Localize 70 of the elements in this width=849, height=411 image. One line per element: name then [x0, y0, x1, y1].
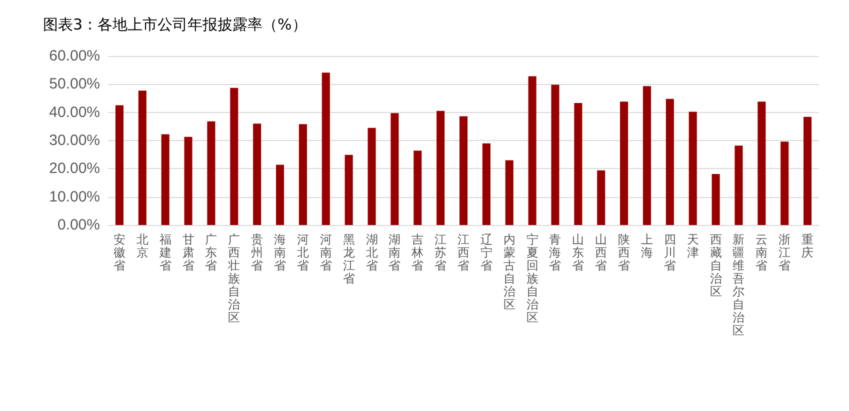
bar: [207, 121, 216, 225]
bar: [115, 105, 124, 225]
x-tick-label: 福建省: [158, 232, 172, 272]
bar: [482, 143, 490, 225]
x-tick-label: 江西省: [458, 232, 470, 272]
bar: [344, 154, 353, 225]
x-tick-label: 广西壮族自治区: [227, 232, 240, 324]
y-tick-label: 10.00%: [49, 188, 100, 206]
x-tick-label: 西藏自治区: [710, 232, 722, 298]
bar: [712, 174, 720, 225]
x-tick-label: 甘肃省: [182, 232, 194, 272]
bar: [276, 164, 284, 225]
y-tick-label: 0.00%: [57, 216, 100, 234]
bar: [528, 76, 536, 225]
x-tick-label: 安徽省: [113, 232, 126, 272]
x-tick-label: 贵州省: [251, 232, 264, 272]
bar: [620, 102, 628, 225]
x-tick-label: 黑龙江省: [342, 232, 355, 286]
bar: [390, 113, 399, 225]
x-tick-label: 海南省: [274, 232, 286, 272]
x-tick-label: 湖南省: [388, 232, 401, 272]
bar: [161, 134, 170, 225]
x-tick-label: 江苏省: [434, 232, 447, 272]
y-tick-label: 40.00%: [49, 104, 100, 121]
bar: [780, 142, 789, 225]
bar: [368, 128, 376, 225]
bar: [574, 103, 582, 225]
chart-title: 图表3：各地上市公司年报披露率（%）: [43, 16, 307, 34]
bar: [459, 116, 468, 225]
x-tick-label: 河南省: [320, 232, 332, 272]
x-tick-label: 天津: [686, 232, 699, 260]
bar: [505, 160, 514, 225]
bar: [322, 72, 330, 225]
bar: [230, 88, 238, 225]
x-tick-label: 青海省: [549, 232, 562, 272]
bar: [666, 98, 674, 225]
y-tick-label: 20.00%: [49, 160, 100, 178]
x-tick-label: 上海: [640, 232, 653, 260]
x-tick-label: 辽宁省: [480, 232, 492, 272]
x-tick-label: 四川省: [664, 232, 676, 272]
x-tick-label: 湖北省: [366, 232, 378, 272]
x-tick-label: 河北省: [296, 232, 309, 272]
bar: [642, 86, 651, 225]
x-tick-label: 重庆: [802, 232, 814, 260]
x-tick-label: 云南省: [756, 232, 768, 272]
y-tick-label: 50.00%: [49, 76, 100, 93]
bar: [551, 84, 560, 225]
x-tick-label: 浙江省: [778, 232, 791, 272]
bar: [253, 124, 262, 225]
bar: [298, 124, 307, 225]
x-tick-label: 新疆维吾尔自治区: [732, 232, 745, 338]
x-tick-label: 吉林省: [410, 232, 424, 272]
bar: [436, 110, 445, 225]
x-tick-label: 内蒙古自治区: [503, 232, 516, 312]
x-tick-label: 北京: [136, 232, 148, 260]
bar: [758, 102, 766, 225]
bar: [734, 146, 743, 225]
bar: [597, 170, 606, 225]
x-tick-label: 宁夏回族自治区: [526, 232, 538, 324]
bar: [688, 112, 697, 225]
y-tick-label: 60.00%: [49, 48, 100, 64]
y-tick-label: 30.00%: [49, 132, 100, 149]
x-tick-label: 陕西省: [618, 232, 630, 272]
x-tick-label: 山西省: [595, 232, 608, 272]
x-tick-label: 山东省: [572, 232, 584, 272]
bar: [138, 90, 146, 225]
bar: [184, 136, 192, 225]
bar: [804, 116, 812, 225]
x-tick-label: 广东省: [205, 232, 218, 272]
bar: [414, 150, 422, 225]
